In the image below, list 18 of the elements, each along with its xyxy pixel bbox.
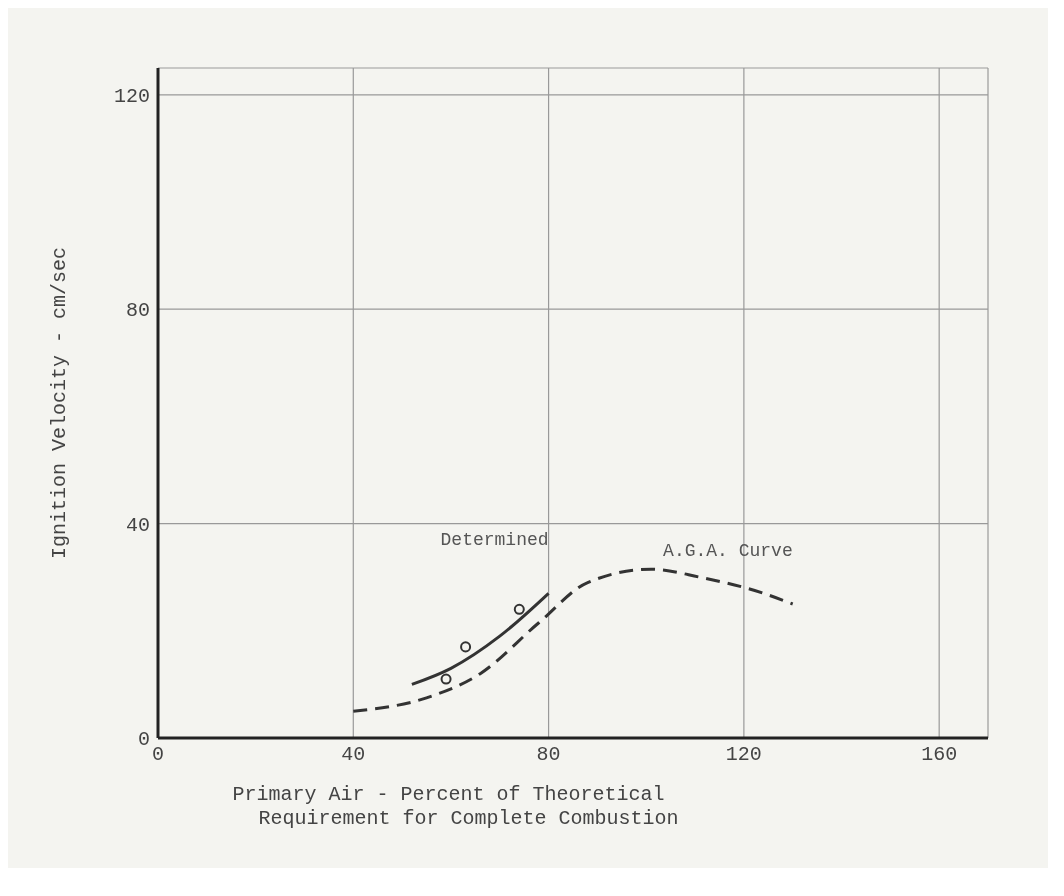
- series-label: A.G.A. Curve: [663, 541, 793, 561]
- point: [513, 603, 525, 615]
- x-tick-label: 0: [151, 743, 165, 767]
- y-tick-label: 120: [113, 84, 150, 108]
- point: [460, 641, 472, 653]
- y-tick-label: 80: [125, 299, 150, 323]
- x-tick-label: 40: [341, 743, 366, 767]
- x-axis-title: Primary Air - Percent of Theoretical Requirement for Complete Combustion: [232, 783, 679, 830]
- x-tick-label: 80: [536, 743, 561, 767]
- x-tick-label: 120: [725, 743, 762, 767]
- x-tick-label: 160: [921, 743, 958, 767]
- y-tick-label: 40: [125, 513, 150, 537]
- y-tick-label: 0: [137, 728, 150, 752]
- line-series: [410, 591, 551, 686]
- line-series: [351, 567, 795, 713]
- text: Determined: [440, 530, 549, 551]
- point: [440, 673, 452, 685]
- y-axis-title: Ignition Velocity - cm/sec: [48, 246, 72, 560]
